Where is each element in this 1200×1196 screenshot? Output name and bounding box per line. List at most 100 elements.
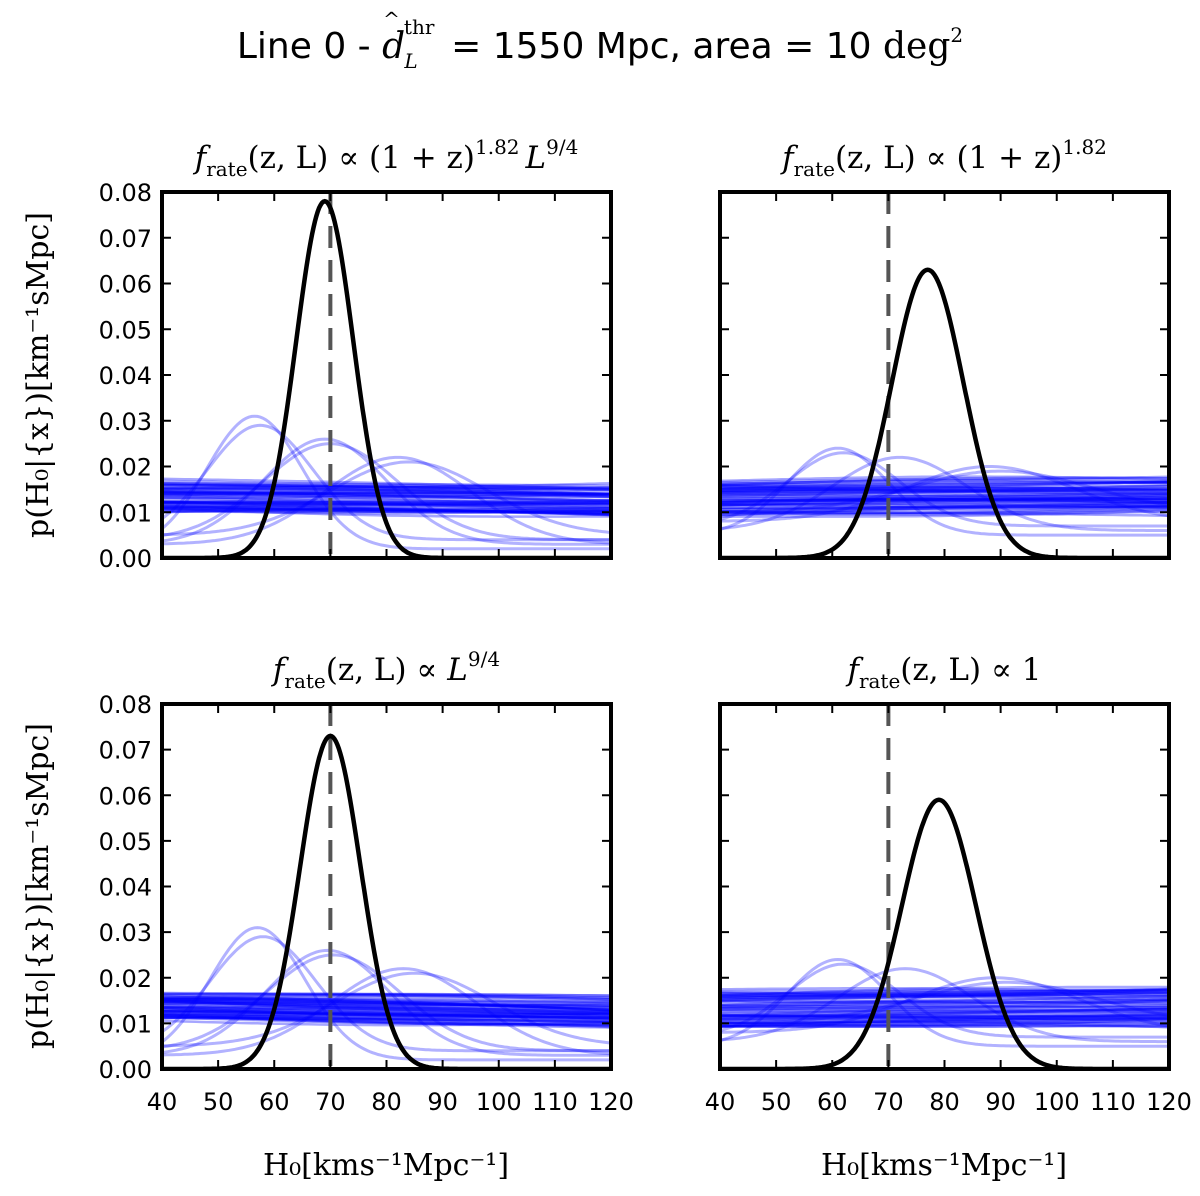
xlabel-right: H₀[kms⁻¹Mpc⁻¹]	[821, 1148, 1067, 1183]
individual-posterior-flat	[162, 496, 611, 509]
suptitle-prefix: Line 0 -	[237, 26, 382, 67]
individual-posterior-flat	[720, 497, 1169, 504]
individual-posterior-flat	[720, 495, 1169, 507]
individual-posterior-peaked	[162, 460, 611, 537]
individual-posterior-flat	[162, 484, 611, 491]
individual-posterior-flat	[720, 1014, 1169, 1021]
individual-posterior-flat	[720, 1007, 1169, 1014]
individual-posterior-flat	[720, 481, 1169, 490]
plot-area	[720, 192, 1169, 558]
individual-posterior-flat	[720, 1007, 1169, 1012]
title-sup2: 9/4	[468, 647, 500, 671]
individual-posterior-flat	[720, 479, 1169, 488]
individual-posterior-flat	[720, 1004, 1169, 1008]
panel-title: frate(z, L) ∝ (1 + z)1.82	[780, 135, 1107, 181]
xtick-label: 40	[705, 1088, 736, 1116]
individual-posterior-flat	[720, 1020, 1169, 1026]
individual-posterior-flat	[720, 988, 1169, 997]
individual-posterior-flat	[720, 990, 1169, 1002]
individual-posterior-flat	[162, 993, 611, 1000]
individual-posterior-flat	[162, 489, 611, 499]
title-args: (z, L) ∝	[326, 652, 448, 688]
ytick-label: 0.02	[99, 965, 152, 993]
individual-posterior-flat	[720, 1013, 1169, 1019]
individual-posterior-flat	[162, 1013, 611, 1029]
suptitle-hat: ^	[383, 7, 400, 31]
individual-posterior-flat	[720, 1019, 1169, 1027]
individual-posterior-flat	[162, 486, 611, 497]
individual-posterior-peaked	[720, 957, 1169, 1048]
individual-posterior-flat	[162, 1012, 611, 1027]
individual-posterior-peaked	[720, 455, 1169, 532]
individual-posterior-flat	[162, 502, 611, 508]
ytick-label: 0.05	[99, 828, 152, 856]
individual-posterior-flat	[720, 1008, 1169, 1012]
individual-posterior-flat	[720, 480, 1169, 486]
individual-posterior-flat	[720, 1009, 1169, 1015]
individual-posterior-flat	[162, 492, 611, 506]
individual-posterior-flat	[720, 997, 1169, 1007]
individual-posterior-flat	[720, 985, 1169, 997]
xtick-label: 120	[1146, 1088, 1192, 1116]
individual-posterior-flat	[720, 497, 1169, 502]
individual-posterior-flat	[720, 479, 1169, 486]
individual-posterior-flat	[162, 482, 611, 487]
xtick-label: 50	[203, 1088, 234, 1116]
individual-posterior-flat	[162, 997, 611, 1005]
individual-posterior-flat	[162, 484, 611, 492]
individual-posterior-flat	[720, 993, 1169, 1000]
individual-posterior-flat	[162, 507, 611, 515]
individual-posterior-flat	[162, 503, 611, 510]
individual-posterior-flat	[720, 1024, 1169, 1028]
individual-posterior-flat	[720, 1005, 1169, 1018]
individual-posterior-flat	[162, 1016, 611, 1024]
ytick-label: 0.08	[99, 691, 152, 719]
ytick-label: 0.04	[99, 362, 152, 390]
individual-posterior-flat	[162, 499, 611, 504]
individual-posterior-flat	[162, 992, 611, 997]
individual-posterior-flat	[162, 991, 611, 999]
individual-posterior-flat	[162, 487, 611, 495]
xtick-label: 90	[985, 1088, 1016, 1116]
individual-posterior-flat	[720, 1017, 1169, 1027]
xtick-label: 100	[1034, 1088, 1080, 1116]
ylabel-top: p(H₀|{x})[km⁻¹sMpc]	[21, 212, 56, 538]
individual-posterior-flat	[720, 999, 1169, 1010]
individual-posterior-flat	[720, 990, 1169, 999]
individual-posterior-peaked	[162, 971, 611, 1048]
individual-posterior-peaked	[162, 437, 611, 546]
individual-posterior-flat	[720, 988, 1169, 997]
individual-posterior-flat	[720, 1016, 1169, 1024]
panel-1: 0.00 0.01 0.02 0.03 0.04 0.05 0.06 0.07 0.08 frat…	[99, 135, 613, 573]
individual-posterior-flat	[720, 1013, 1169, 1025]
individual-posterior-flat	[720, 492, 1169, 504]
combined-posterior	[162, 198, 611, 558]
individual-posterior-flat	[720, 994, 1169, 1002]
combined-posterior	[162, 733, 611, 1069]
individual-posterior-flat	[720, 1017, 1169, 1022]
figure-suptitle: Line 0 - d^ thr L = 1550 Mpc, area = 10 de…	[237, 7, 963, 73]
individual-posterior-flat	[162, 506, 611, 514]
individual-posterior-flat	[162, 1010, 611, 1023]
individual-posterior-flat	[720, 484, 1169, 493]
individual-posterior-flat	[720, 1017, 1169, 1029]
individual-posterior-flat	[720, 1017, 1169, 1028]
individual-posterior-flat	[162, 491, 611, 498]
individual-posterior-flat	[162, 1013, 611, 1024]
individual-posterior-flat	[162, 499, 611, 505]
individual-posterior-flat	[162, 500, 611, 506]
individual-posterior-flat	[720, 987, 1169, 996]
plot-area	[162, 704, 611, 1069]
individual-posterior-flat	[720, 1010, 1169, 1019]
individual-posterior-peaked	[720, 962, 1169, 1039]
plot-area	[162, 192, 611, 558]
individual-posterior-flat	[162, 504, 611, 512]
individual-posterior-flat	[720, 490, 1169, 496]
individual-posterior-peaked	[162, 414, 611, 551]
individual-posterior-flat	[162, 495, 611, 502]
individual-posterior-flat	[720, 508, 1169, 516]
xtick-label: 110	[1090, 1088, 1136, 1116]
ytick-label: 0.03	[99, 408, 152, 436]
title-sub: rate	[206, 157, 247, 181]
